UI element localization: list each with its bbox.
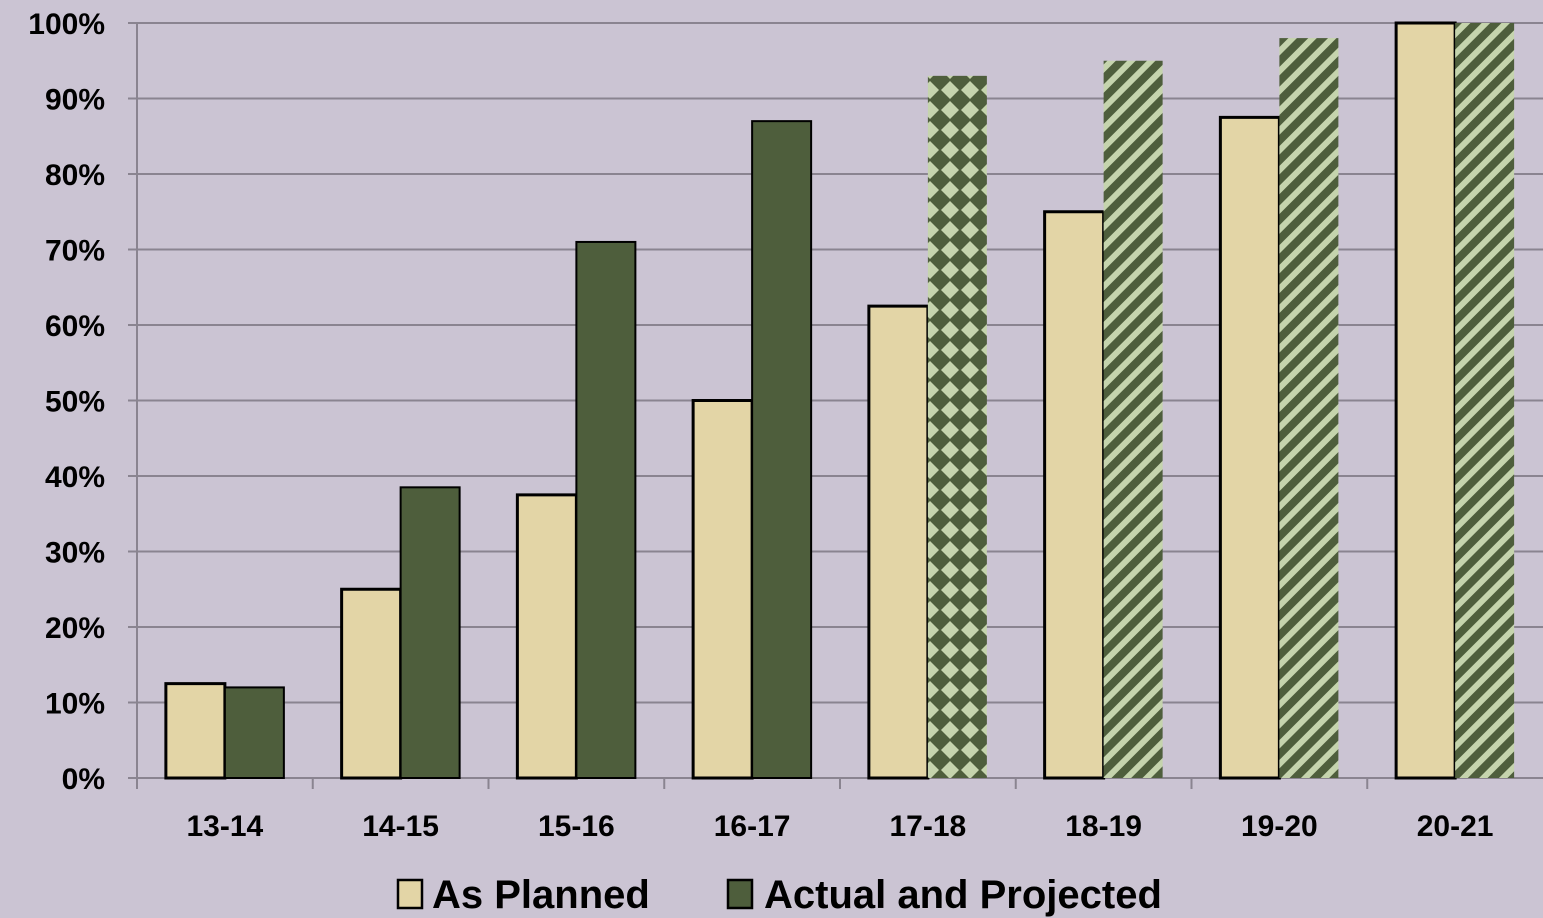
bar-actual-projected-16-17	[751, 120, 813, 779]
bar-as-planned-15-16	[515, 493, 578, 780]
x-tick-label: 15-16	[538, 810, 615, 843]
y-tick-label: 30%	[45, 537, 105, 570]
bars	[164, 21, 1515, 780]
y-tick-label: 70%	[45, 235, 105, 268]
legend-swatch	[726, 878, 754, 910]
x-tick-label: 16-17	[714, 810, 791, 843]
bar-actual-projected-13-14	[223, 686, 285, 780]
y-tick-label: 80%	[45, 159, 105, 192]
x-tick-label: 13-14	[187, 810, 264, 843]
axes: 0% 10% 20% 30% 40% 50% 60% 70% 80% 90% 100% 13-14 14…	[28, 8, 1493, 843]
y-tick-label: 40%	[45, 461, 105, 494]
bar-as-planned-20-21	[1394, 21, 1457, 780]
y-tick-label: 20%	[45, 612, 105, 645]
bar-as-planned-17-18	[867, 304, 930, 780]
bar-actual-projected-17-18	[927, 75, 987, 779]
bar-as-planned-13-14	[164, 682, 227, 780]
legend: As Planned Actual and Projected	[396, 873, 1162, 917]
legend-item-actual-and-projected: Actual and Projected	[764, 873, 1162, 917]
x-tick-label: 17-18	[890, 810, 967, 843]
bar-actual-projected-19-20	[1279, 38, 1339, 779]
bar-actual-projected-15-16	[575, 240, 637, 779]
legend-swatch	[396, 878, 424, 910]
y-tick-label: 0%	[62, 763, 105, 796]
x-tick-label: 20-21	[1417, 810, 1494, 843]
y-tick-label: 100%	[28, 8, 105, 41]
y-tick-label: 10%	[45, 688, 105, 721]
x-tick-label: 14-15	[362, 810, 439, 843]
y-tick-label: 60%	[45, 310, 105, 343]
x-tick-label: 18-19	[1065, 810, 1142, 843]
bar-actual-projected-18-19	[1103, 60, 1163, 778]
bar-actual-projected-14-15	[399, 486, 461, 779]
bar-as-planned-14-15	[340, 587, 403, 780]
y-tick-label: 90%	[45, 84, 105, 117]
bar-actual-projected-20-21	[1455, 23, 1515, 778]
legend-item-as-planned: As Planned	[432, 873, 650, 917]
x-tick-label: 19-20	[1241, 810, 1318, 843]
y-tick-label: 50%	[45, 386, 105, 419]
bar-as-planned-16-17	[691, 399, 754, 780]
bar-as-planned-19-20	[1218, 115, 1281, 780]
bar-as-planned-18-19	[1043, 210, 1106, 780]
